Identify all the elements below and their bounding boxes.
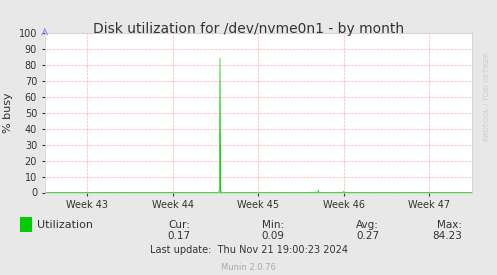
Text: Avg:: Avg: bbox=[356, 220, 379, 230]
Text: Max:: Max: bbox=[437, 220, 462, 230]
Text: 0.09: 0.09 bbox=[262, 231, 285, 241]
Text: RRDTOOL / TOBI OETIKER: RRDTOOL / TOBI OETIKER bbox=[484, 52, 490, 141]
Text: Utilization: Utilization bbox=[37, 220, 93, 230]
Text: 84.23: 84.23 bbox=[432, 231, 462, 241]
Text: Cur:: Cur: bbox=[168, 220, 190, 230]
Text: Min:: Min: bbox=[262, 220, 284, 230]
Text: 0.27: 0.27 bbox=[356, 231, 379, 241]
Text: 0.17: 0.17 bbox=[167, 231, 190, 241]
Text: Munin 2.0.76: Munin 2.0.76 bbox=[221, 263, 276, 272]
Text: Last update:  Thu Nov 21 19:00:23 2024: Last update: Thu Nov 21 19:00:23 2024 bbox=[150, 245, 347, 255]
Text: Disk utilization for /dev/nvme0n1 - by month: Disk utilization for /dev/nvme0n1 - by m… bbox=[93, 22, 404, 36]
Y-axis label: % busy: % busy bbox=[3, 92, 13, 133]
